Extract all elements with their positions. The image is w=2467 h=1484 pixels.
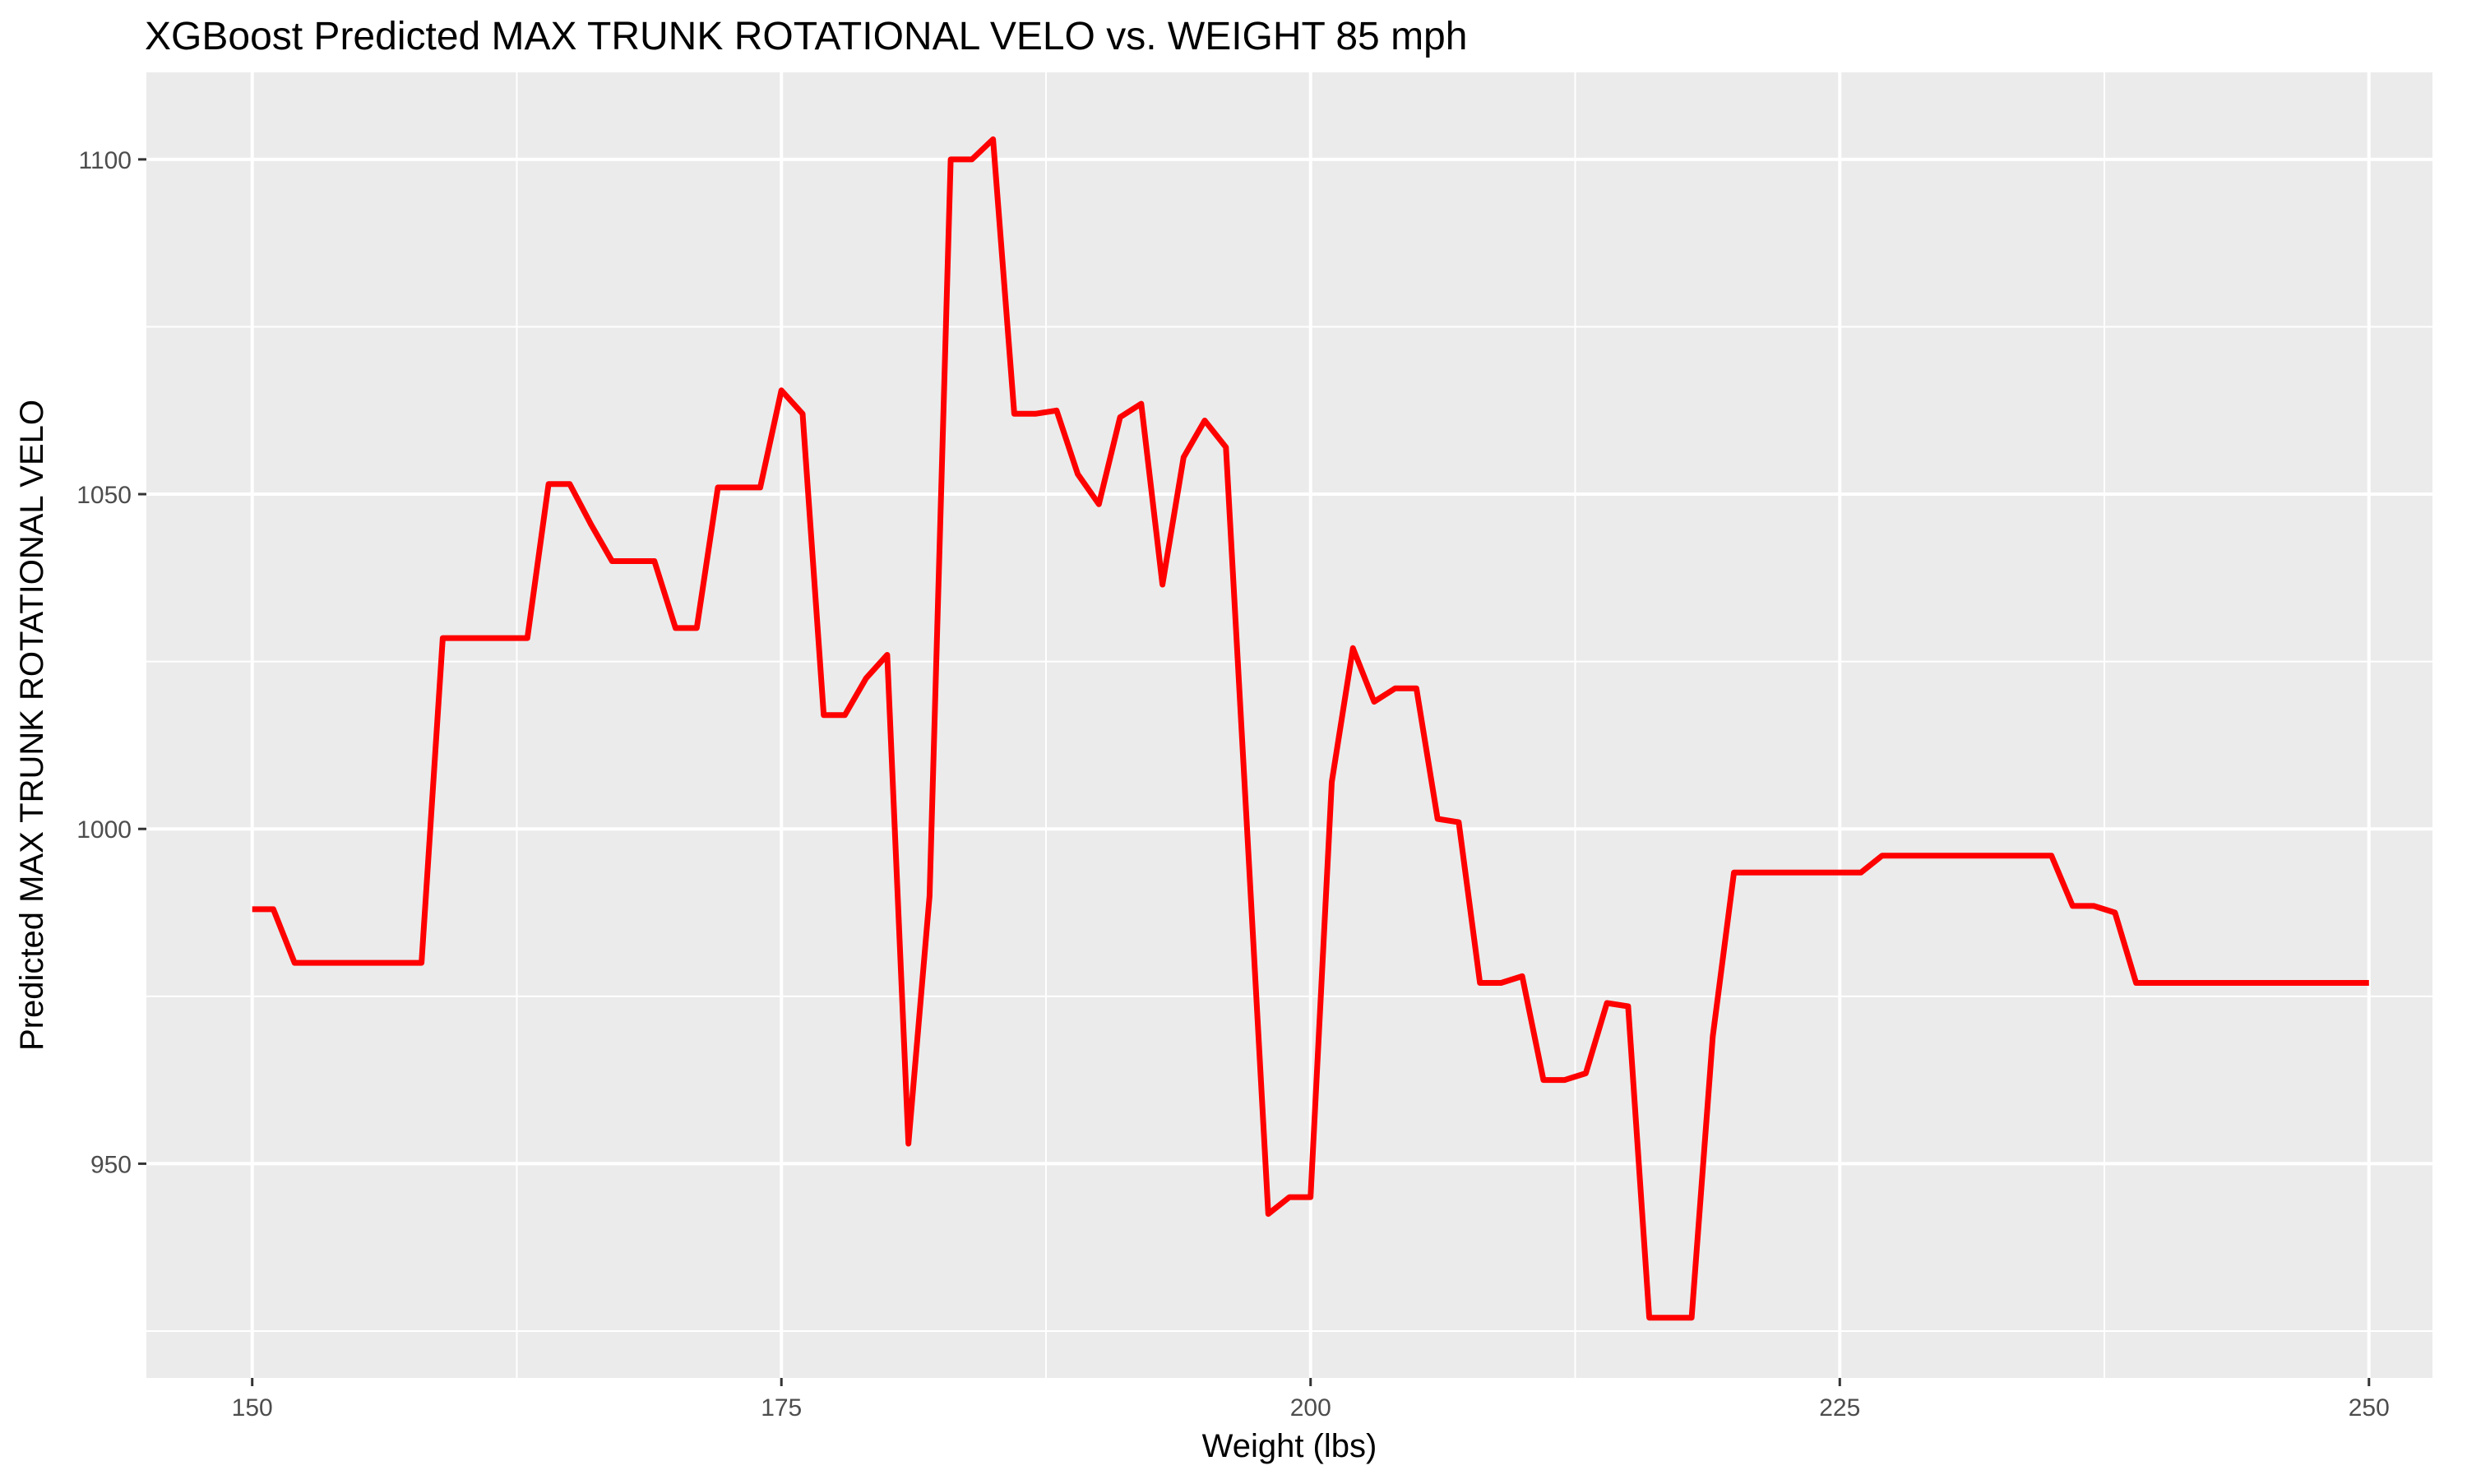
- x-tick-label: 175: [761, 1394, 802, 1422]
- chart-title: XGBoost Predicted MAX TRUNK ROTATIONAL V…: [145, 15, 1467, 58]
- series-layer: [252, 136, 2369, 1321]
- y-axis-label: Predicted MAX TRUNK ROTATIONAL VELO: [14, 400, 50, 1051]
- y-tick-label: 950: [90, 1151, 132, 1178]
- plot-panel: [146, 72, 2432, 1378]
- y-tick-label: 1050: [76, 482, 132, 509]
- x-tick-label: 250: [2349, 1394, 2390, 1422]
- axis-ticks: 150 175 200 225 250 950 1000 1050 1100: [76, 147, 2390, 1422]
- y-tick-label: 1000: [76, 816, 132, 844]
- series-line: [252, 136, 2369, 1321]
- x-tick-label: 225: [1819, 1394, 1860, 1422]
- x-tick-label: 150: [232, 1394, 273, 1422]
- x-axis-label: Weight (lbs): [1202, 1428, 1377, 1464]
- y-tick-label: 1100: [78, 147, 132, 174]
- x-tick-label: 200: [1290, 1394, 1331, 1422]
